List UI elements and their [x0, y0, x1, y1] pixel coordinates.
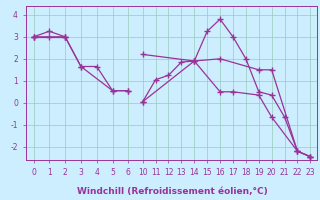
- Text: Windchill (Refroidissement éolien,°C): Windchill (Refroidissement éolien,°C): [77, 187, 268, 196]
